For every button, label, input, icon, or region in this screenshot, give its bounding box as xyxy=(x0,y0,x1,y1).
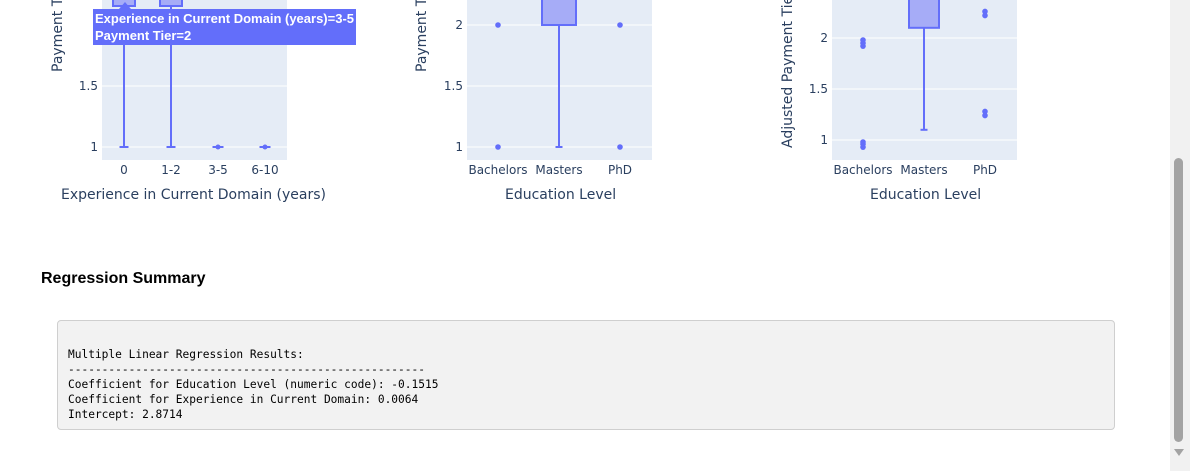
chart-adjusted-boxplot: 1 1.5 2 Bachelors Masters PhD Adjusted Paymen… xyxy=(730,0,1090,220)
chart-experience-boxplot: 1 1.5 0 1-2 3-5 6-10 Payment T Experience in … xyxy=(0,0,360,220)
x-tick-label: Bachelors xyxy=(833,163,892,177)
chart-experience-ylabel: Payment T xyxy=(50,0,66,72)
chart-education-xlabel: Education Level xyxy=(505,187,617,203)
box-point xyxy=(215,144,221,150)
y-tick-label: 2 xyxy=(820,31,828,45)
y-tick-label: 1.5 xyxy=(79,79,98,93)
x-tick-label: 6-10 xyxy=(251,163,278,177)
tooltip-caret xyxy=(119,2,131,9)
tooltip-line-1: Experience in Current Domain (years)=3-5 xyxy=(95,11,355,26)
outlier-point xyxy=(495,144,501,150)
chart-adjusted-xlabel: Education Level xyxy=(870,187,982,203)
hover-tooltip: Experience in Current Domain (years)=3-5… xyxy=(93,9,357,45)
scroll-down-arrow-icon[interactable] xyxy=(1174,449,1184,456)
chart-education-boxplot: 1 1.5 2 Bachelors Masters PhD Payment T Educa… xyxy=(365,0,725,220)
x-tick-label: 1-2 xyxy=(161,163,181,177)
chart-adjusted-ylabel: Adjusted Payment Tie xyxy=(780,0,796,148)
outlier-point xyxy=(982,12,988,19)
output-line: Multiple Linear Regression Results: xyxy=(68,348,304,361)
tooltip-line-2: Payment Tier=2 xyxy=(95,28,192,43)
x-tick-label: Masters xyxy=(900,163,947,177)
x-tick-label: PhD xyxy=(608,163,632,177)
x-tick-label: 0 xyxy=(120,163,128,177)
regression-output-box: Multiple Linear Regression Results: ----… xyxy=(57,320,1115,430)
box-body xyxy=(159,0,183,7)
outlier-point xyxy=(860,139,866,145)
chart-adjusted-svg: 1 1.5 2 Bachelors Masters PhD xyxy=(809,0,1017,177)
y-tick-label: 1.5 xyxy=(809,82,828,96)
outlier-point xyxy=(495,22,501,28)
outlier-point xyxy=(617,144,623,150)
outlier-point xyxy=(860,37,866,43)
box-body xyxy=(908,0,940,29)
outlier-point xyxy=(982,112,988,119)
output-line: Coefficient for Experience in Current Do… xyxy=(68,393,419,406)
x-tick-label: Bachelors xyxy=(468,163,527,177)
x-tick-label: Masters xyxy=(535,163,582,177)
x-tick-label: 3-5 xyxy=(208,163,228,177)
chart-education-ylabel: Payment T xyxy=(414,0,430,72)
outlier-point xyxy=(982,108,988,115)
regression-summary-heading: Regression Summary xyxy=(41,270,206,287)
output-line: Intercept: 2.8714 xyxy=(68,408,183,421)
y-tick-label: 1 xyxy=(455,140,463,154)
outlier-point xyxy=(617,22,623,28)
scrollbar-thumb[interactable] xyxy=(1174,158,1183,442)
x-tick-label: PhD xyxy=(973,163,997,177)
y-tick-label: 1 xyxy=(820,133,828,147)
vertical-scrollbar[interactable] xyxy=(1170,0,1190,471)
output-line: Coefficient for Education Level (numeric… xyxy=(68,378,439,391)
y-tick-label: 1 xyxy=(90,140,98,154)
box-point xyxy=(262,144,268,150)
outlier-point xyxy=(982,8,988,15)
chart-experience-xlabel: Experience in Current Domain (years) xyxy=(61,187,326,203)
regression-output-text: Multiple Linear Regression Results: ----… xyxy=(58,321,1114,422)
chart-education-svg: 1 1.5 2 Bachelors Masters PhD xyxy=(444,0,652,177)
y-tick-label: 2 xyxy=(455,18,463,32)
box-body xyxy=(541,0,577,26)
output-line: ----------------------------------------… xyxy=(68,363,425,376)
y-tick-label: 1.5 xyxy=(444,79,463,93)
